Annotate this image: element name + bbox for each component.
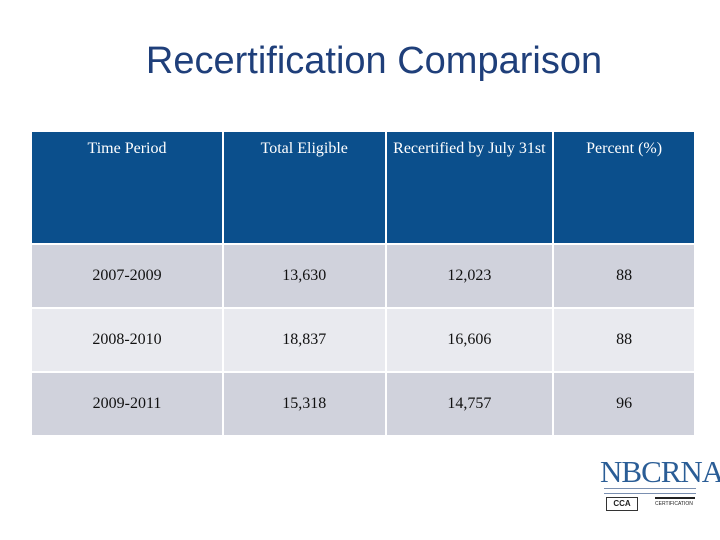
cell-percent: 96 [554,373,694,435]
header-percent: Percent (%) [554,132,694,243]
cell-percent: 88 [554,245,694,307]
cell-recertified: 14,757 [386,373,553,435]
table-row: 2009-2011 15,318 14,757 96 [32,373,694,435]
cell-recertified: 12,023 [386,245,553,307]
cell-time-period: 2008-2010 [32,309,222,371]
cell-recertified: 16,606 [386,309,553,371]
cell-percent: 88 [554,309,694,371]
cell-time-period: 2009-2011 [32,373,222,435]
table-row: 2008-2010 18,837 16,606 88 [32,309,694,371]
table-header-row: Time Period Total Eligible Recertified b… [32,132,694,243]
cell-total-eligible: 15,318 [223,373,385,435]
nbcrna-logo: NBCRNA CCA CERTIFICATION [600,455,720,515]
logo-wordmark: NBCRNA [600,454,720,489]
cca-seal-icon: CCA [606,497,638,511]
header-time-period: Time Period [32,132,222,243]
slide-title: Recertification Comparison [145,40,603,82]
cell-total-eligible: 13,630 [223,245,385,307]
logo-rule [604,488,696,494]
header-recertified: Recertified by July 31st [386,132,553,243]
table-row: 2007-2009 13,630 12,023 88 [32,245,694,307]
cell-total-eligible: 18,837 [223,309,385,371]
cell-time-period: 2007-2009 [32,245,222,307]
header-total-eligible: Total Eligible [223,132,385,243]
comparison-table: Time Period Total Eligible Recertified b… [30,130,696,437]
certification-seal-icon: CERTIFICATION [655,497,695,511]
